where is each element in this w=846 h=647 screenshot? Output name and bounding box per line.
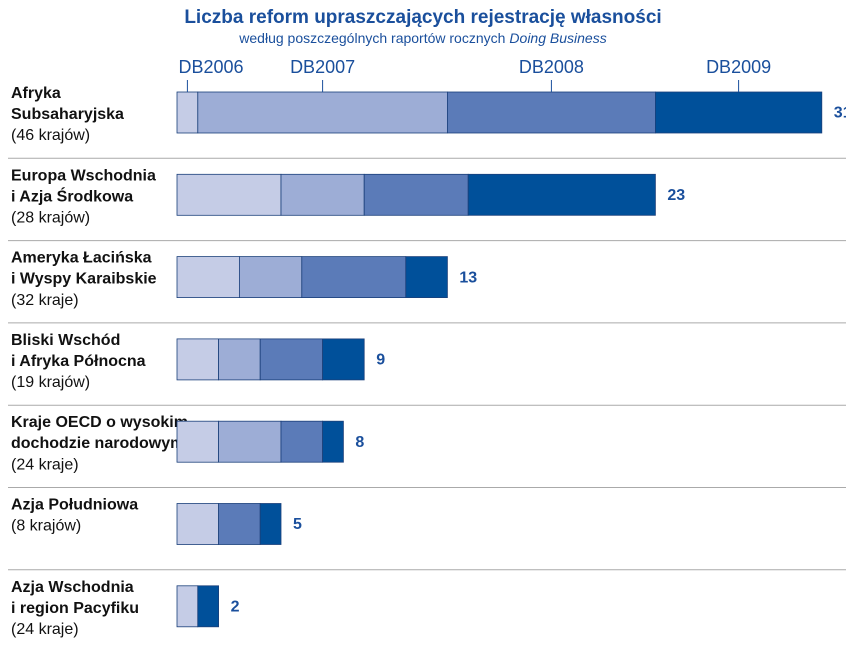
bar-segment xyxy=(197,585,220,628)
category-line: Subsaharyjska xyxy=(11,106,124,123)
legend-label: DB2009 xyxy=(706,57,771,77)
bar-segment xyxy=(259,503,282,545)
bar-segment xyxy=(446,91,656,134)
category-line: Azja Wschodnia xyxy=(11,579,134,596)
category-line: i region Pacyfiku xyxy=(11,600,139,617)
bar-segment xyxy=(176,503,219,545)
category-note: (32 kraje) xyxy=(11,292,79,309)
bar-segment xyxy=(218,420,282,463)
bar-segment xyxy=(280,173,365,216)
category-label: Azja Wschodnia i region Pacyfiku xyxy=(11,579,139,617)
category-line: Ameryka Łacińska xyxy=(11,250,152,267)
bar-segment xyxy=(322,420,344,463)
category-line: Bliski Wschód xyxy=(11,332,120,349)
category-line: dochodzie narodowym xyxy=(11,435,184,452)
total-label: 5 xyxy=(293,516,302,533)
category-label: Afryka Subsaharyjska xyxy=(11,85,124,123)
bar-segment xyxy=(238,256,303,299)
category-note: (46 krajów) xyxy=(11,127,90,144)
bar-segment xyxy=(197,91,448,134)
bar-segment xyxy=(280,420,323,463)
bar-segment xyxy=(301,256,407,299)
category-note: (28 krajów) xyxy=(11,210,90,227)
bar-segment xyxy=(218,503,261,545)
category-note: (24 kraje) xyxy=(11,621,79,638)
bar-segment xyxy=(655,91,823,134)
category-label: Europa Wschodnia i Azja Środkowa xyxy=(11,168,156,206)
bar-segment xyxy=(322,338,365,381)
category-line: Azja Południowa xyxy=(11,497,138,514)
chart-subtitle: według poszczególnych raportów rocznych D… xyxy=(238,30,606,46)
category-line: Europa Wschodnia xyxy=(11,168,156,185)
bar-segment xyxy=(405,256,448,299)
bar-segment xyxy=(467,173,656,216)
category-line: i Wyspy Karaibskie xyxy=(11,271,157,288)
category-line: i Afryka Północna xyxy=(11,353,146,370)
legend-label: DB2008 xyxy=(519,57,584,77)
category-note: (24 kraje) xyxy=(11,456,79,473)
category-label: Bliski Wschód i Afryka Północna xyxy=(11,332,146,370)
category-label: Ameryka Łacińska i Wyspy Karaibskie xyxy=(11,250,157,288)
category-label: Kraje OECD o wysokim dochodzie narodowym xyxy=(11,414,188,452)
category-line: i Azja Środkowa xyxy=(11,187,133,206)
total-label: 8 xyxy=(355,434,364,451)
category-line: Kraje OECD o wysokim xyxy=(11,414,188,431)
total-label: 23 xyxy=(667,187,685,204)
bar-segment xyxy=(176,91,199,134)
chart-title: Liczba reform upraszczających rejestracj… xyxy=(184,7,661,28)
total-label: 31 xyxy=(834,105,846,122)
bar-segment xyxy=(176,338,219,381)
category-label: Azja Południowa xyxy=(11,497,138,514)
bar-segment xyxy=(176,585,199,628)
total-label: 9 xyxy=(376,352,385,369)
bar-segment xyxy=(218,338,261,381)
bar-segment xyxy=(363,173,469,216)
total-label: 13 xyxy=(459,269,477,286)
category-note: (8 krajów) xyxy=(11,518,81,535)
subtitle-emphasis: Doing Business xyxy=(509,30,606,46)
total-label: 2 xyxy=(231,599,240,616)
bar-segment xyxy=(176,420,219,463)
subtitle-text: według poszczególnych raportów rocznych xyxy=(238,30,505,46)
bar-segment xyxy=(259,338,324,381)
bar-segment xyxy=(176,256,240,299)
bar-segment xyxy=(176,173,282,216)
legend-label: DB2006 xyxy=(178,57,243,77)
category-line: Afryka xyxy=(11,85,61,102)
category-note: (19 krajów) xyxy=(11,374,90,391)
legend-label: DB2007 xyxy=(290,57,355,77)
